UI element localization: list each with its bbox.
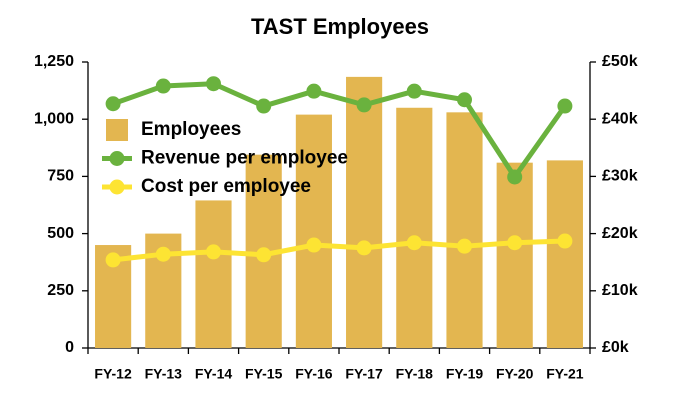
point — [155, 78, 171, 94]
legend-swatch — [106, 119, 128, 141]
legend-label: Revenue per employee — [141, 148, 348, 169]
point — [457, 92, 472, 108]
x-tick-label: FY-13 — [145, 366, 183, 382]
bar — [195, 200, 232, 348]
x-tick-label: FY-17 — [345, 366, 383, 382]
line — [112, 81, 567, 180]
point — [155, 246, 171, 262]
y2-tick-label: £50k — [602, 53, 638, 70]
point — [356, 240, 372, 256]
point — [557, 98, 573, 114]
y2-tick-label: £10k — [602, 282, 638, 299]
x-tick-label: FY-14 — [195, 366, 233, 382]
point — [306, 237, 322, 253]
point — [406, 235, 422, 251]
y-tick-label: 1,000 — [34, 110, 74, 127]
y-tick-label: 250 — [47, 282, 74, 299]
y2-tick-label: £20k — [602, 225, 638, 242]
point — [105, 96, 121, 112]
x-tick-label: FY-12 — [94, 366, 132, 382]
point — [557, 233, 573, 249]
point — [256, 98, 272, 114]
y-tick-label: 1,250 — [34, 53, 74, 70]
legend-label: Employees — [141, 119, 241, 140]
point — [306, 83, 322, 99]
legend-swatch — [109, 151, 125, 166]
point — [105, 252, 121, 268]
point — [507, 169, 523, 185]
point — [406, 83, 422, 99]
point — [507, 235, 523, 251]
bar — [496, 162, 533, 348]
x-tick-label: FY-16 — [295, 366, 333, 382]
y2-tick-label: £40k — [602, 110, 638, 127]
x-tick-label: FY-21 — [546, 366, 584, 382]
bar — [546, 160, 583, 348]
line — [112, 238, 565, 263]
point — [356, 97, 372, 113]
x-tick-label: FY-19 — [446, 366, 484, 382]
point — [457, 238, 472, 254]
x-tick-label: FY-15 — [245, 366, 283, 382]
y2-tick-label: £30k — [602, 168, 638, 185]
point — [206, 244, 221, 260]
y-tick-label: 0 — [65, 339, 74, 356]
y-tick-label: 500 — [47, 225, 74, 242]
x-tick-label: FY-20 — [496, 366, 534, 382]
bar — [295, 114, 332, 349]
chart-title: TAST Employees — [251, 14, 429, 39]
legend-label: Cost per employee — [141, 176, 311, 197]
bar — [346, 76, 383, 348]
point — [256, 247, 272, 263]
bar — [396, 107, 433, 348]
y-tick-label: 750 — [47, 168, 74, 185]
legend-swatch — [109, 179, 125, 195]
y2-tick-label: £0k — [602, 339, 629, 356]
x-tick-label: FY-18 — [396, 366, 434, 382]
point — [206, 76, 221, 92]
bar — [446, 112, 483, 348]
